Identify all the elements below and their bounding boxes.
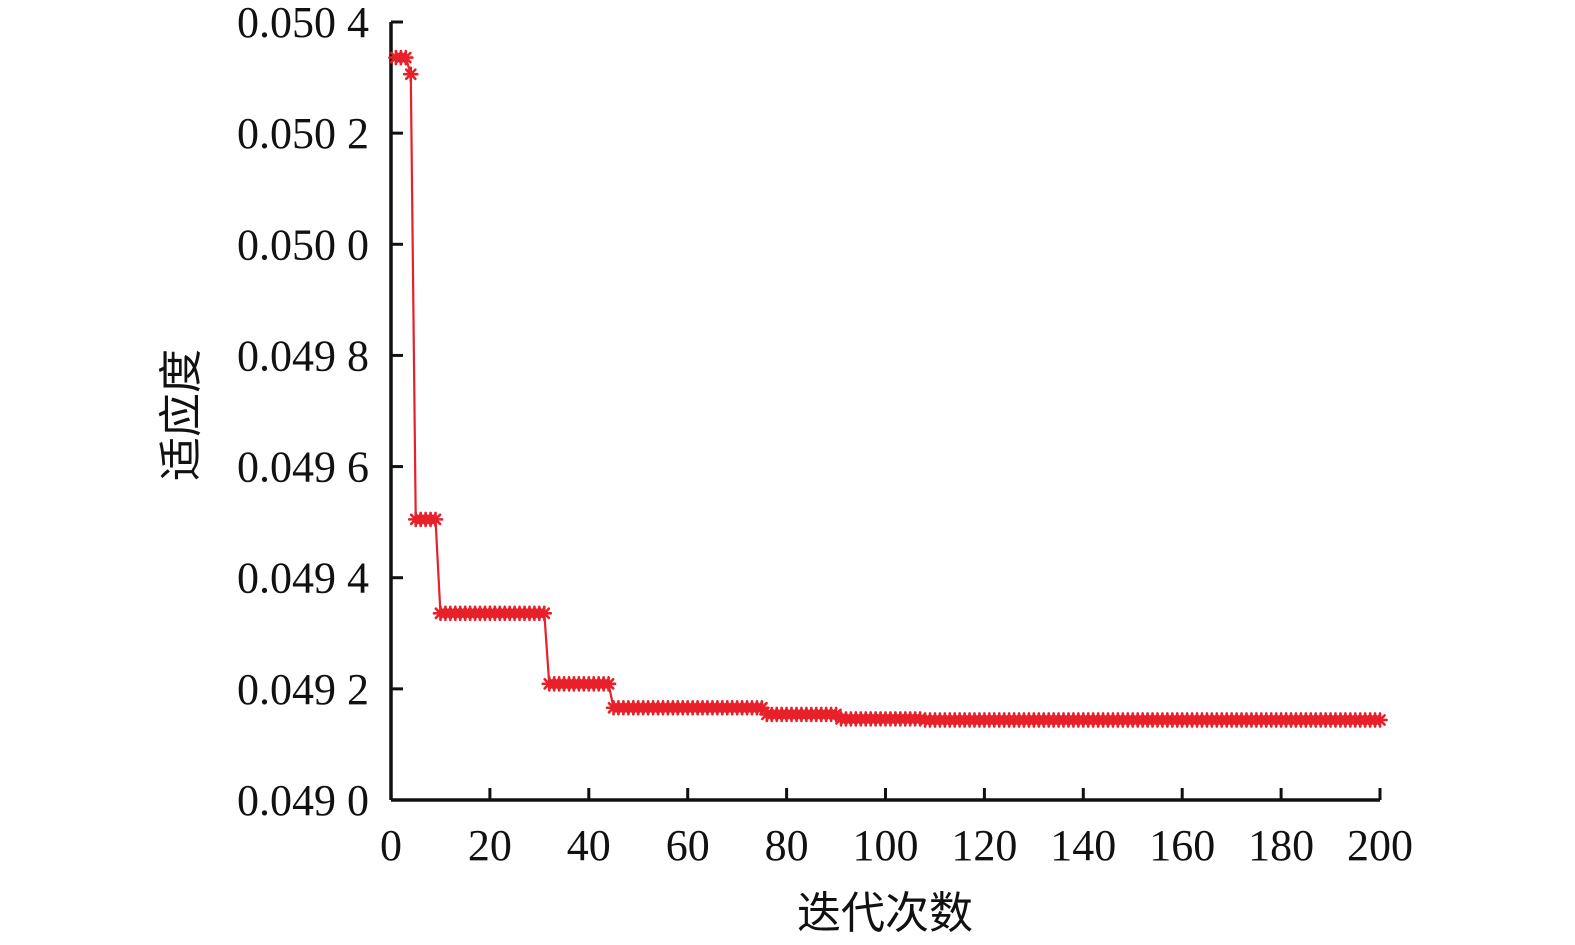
x-tick-label: 40 — [567, 821, 611, 870]
x-tick-label: 160 — [1149, 821, 1215, 870]
data-point — [398, 49, 414, 66]
data-point — [600, 676, 617, 692]
y-tick-label: 0.050 2 — [237, 109, 369, 158]
axes — [389, 22, 1380, 802]
x-tick-label: 120 — [951, 821, 1017, 870]
data-point — [536, 605, 553, 622]
tick-labels: 0 20 40 60 80 100 120 140 160 180 200 0.049 0 0.049 … — [237, 0, 1413, 870]
data-point — [1372, 712, 1388, 728]
y-tick-label: 0.050 0 — [237, 220, 369, 269]
x-tick-label: 60 — [666, 821, 710, 870]
x-tick-label: 20 — [468, 821, 512, 870]
y-axis-title: 适应度 — [156, 349, 207, 481]
y-tick-label: 0.049 6 — [237, 443, 369, 492]
x-axis-title: 迭代次数 — [797, 888, 973, 939]
x-tick-label: 200 — [1347, 821, 1413, 870]
y-tick-label: 0.049 8 — [237, 331, 369, 380]
y-tick-label: 0.049 0 — [237, 776, 369, 825]
x-tick-label: 140 — [1050, 821, 1116, 870]
y-tick-label: 0.049 4 — [237, 554, 369, 603]
ticks — [389, 20, 1382, 802]
series-layer — [388, 49, 1388, 728]
x-tick-label: 0 — [380, 821, 402, 870]
data-point — [427, 511, 444, 528]
y-tick-label: 0.049 2 — [237, 665, 369, 714]
x-tick-label: 180 — [1248, 821, 1314, 870]
x-tick-label: 80 — [765, 821, 809, 870]
y-tick-label: 0.050 4 — [237, 0, 369, 47]
x-tick-label: 100 — [853, 821, 919, 870]
data-point — [402, 66, 419, 83]
